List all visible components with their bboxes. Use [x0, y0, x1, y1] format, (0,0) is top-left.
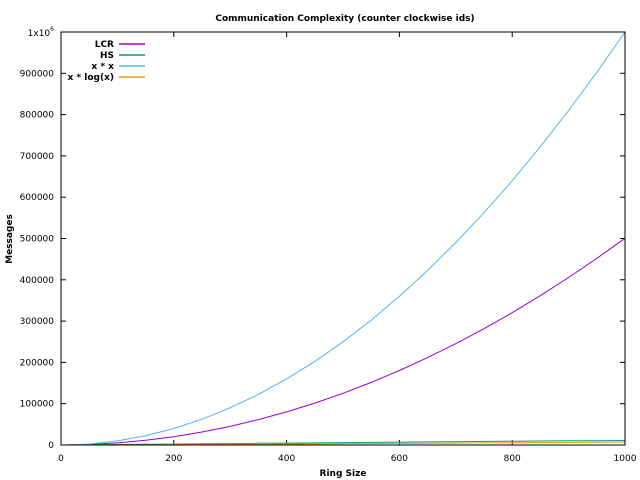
x-tick-label: 1000 — [614, 454, 637, 464]
series-line-lcr — [66, 237, 626, 446]
legend-label: x * log(x) — [67, 73, 114, 83]
y-top-base: 1x10 — [28, 29, 51, 39]
y-top-exponent: 6 — [50, 26, 54, 33]
y-tick-label: 800000 — [20, 111, 55, 121]
legend-label: x * x — [91, 62, 114, 72]
x-tick-label: 400 — [278, 454, 295, 464]
x-tick-label: 200 — [165, 454, 182, 464]
y-tick-label: 300000 — [20, 317, 55, 327]
y-tick-label-top: 1x106 — [28, 26, 55, 39]
x-tick-label: 600 — [391, 454, 408, 464]
x-tick-label: 0 — [58, 454, 64, 464]
y-axis-label: Messages — [5, 214, 15, 264]
legend-label: LCR — [95, 40, 114, 50]
y-tick-label: 0 — [48, 441, 54, 451]
y-tick-label: 500000 — [20, 235, 55, 245]
axis-ticks: 0 200 400 600 800 1000 0 100000 200000 300000 4000… — [20, 31, 637, 464]
y-tick-label: 600000 — [20, 193, 55, 203]
plot-frame — [60, 31, 626, 446]
y-tick-label: 400000 — [20, 276, 55, 286]
legend-label: HS — [100, 51, 114, 61]
x-tick-label: 800 — [504, 454, 521, 464]
series-line-x-x — [66, 31, 626, 446]
y-tick-label: 200000 — [20, 358, 55, 368]
y-tick-label: 700000 — [20, 152, 55, 162]
y-tick-label: 900000 — [20, 69, 55, 79]
chart-title: Communication Complexity (counter clockw… — [215, 14, 474, 24]
x-axis-label: Ring Size — [320, 469, 367, 479]
y-tick-label: 100000 — [20, 400, 55, 410]
series-lines — [66, 31, 626, 446]
